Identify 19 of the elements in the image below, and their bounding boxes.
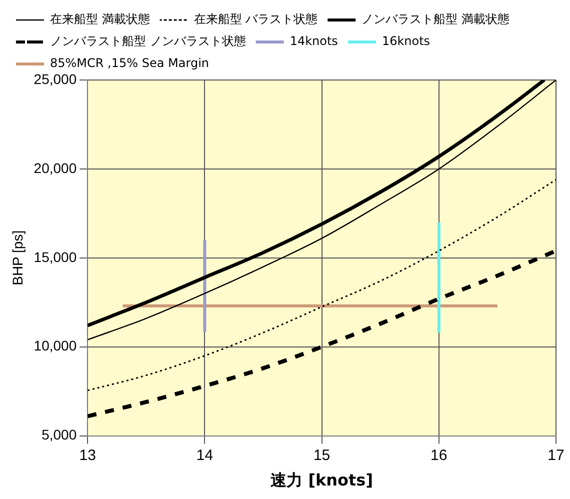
y-tick-label: 5,000 <box>42 426 77 443</box>
x-tick-label: 14 <box>196 446 214 464</box>
legend-label: 16knots <box>382 34 430 48</box>
x-tick-label: 15 <box>313 446 330 464</box>
y-tick-label: 10,000 <box>34 338 77 354</box>
legend-label: 在来船型 バラスト状態 <box>194 12 318 26</box>
legend-label: 14knots <box>290 34 338 48</box>
x-tick-label: 13 <box>79 446 96 464</box>
y-tick-label: 20,000 <box>34 160 77 176</box>
legend-label: ノンバラスト船型 ノンバラスト状態 <box>50 34 246 48</box>
y-tick-label: 25,000 <box>34 70 77 87</box>
x-tick-label: 16 <box>430 446 448 464</box>
legend-label: 在来船型 満載状態 <box>50 12 150 26</box>
x-axis-title: 速力 [knots] <box>270 470 374 490</box>
y-axis-title: BHP [ps] <box>9 230 26 286</box>
x-tick-label: 17 <box>548 446 564 464</box>
legend-label: ノンバラスト船型 満載状態 <box>362 12 510 26</box>
y-tick-label: 15,000 <box>34 248 77 265</box>
legend-label: 85%MCR ,15% Sea Margin <box>50 56 210 70</box>
